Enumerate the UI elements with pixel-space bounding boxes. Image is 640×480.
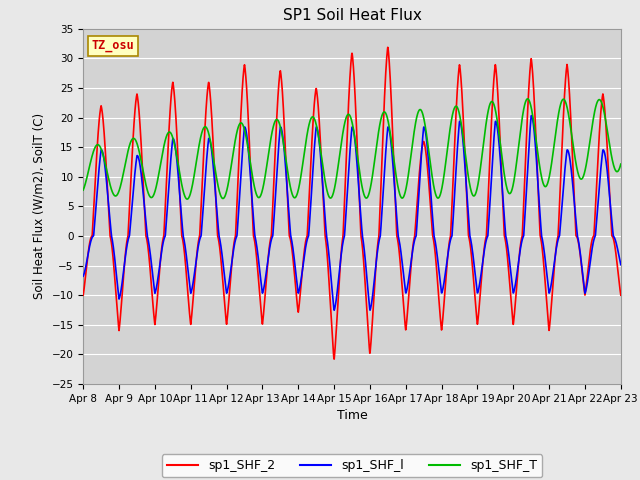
Y-axis label: Soil Heat Flux (W/m2), SoilT (C): Soil Heat Flux (W/m2), SoilT (C) [33, 113, 46, 300]
Text: TZ_osu: TZ_osu [92, 39, 134, 52]
Legend: sp1_SHF_2, sp1_SHF_l, sp1_SHF_T: sp1_SHF_2, sp1_SHF_l, sp1_SHF_T [162, 454, 542, 477]
Title: SP1 Soil Heat Flux: SP1 Soil Heat Flux [283, 9, 421, 24]
X-axis label: Time: Time [337, 409, 367, 422]
